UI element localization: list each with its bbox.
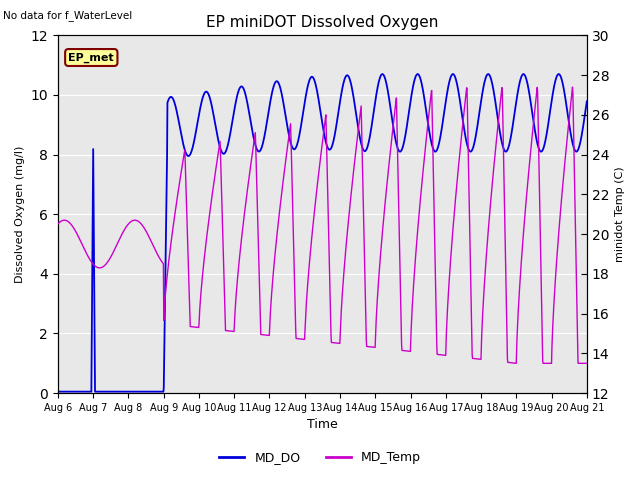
X-axis label: Time: Time	[307, 419, 338, 432]
Legend: MD_DO, MD_Temp: MD_DO, MD_Temp	[214, 446, 426, 469]
Y-axis label: minidot Temp (C): minidot Temp (C)	[615, 167, 625, 262]
Text: No data for f_WaterLevel: No data for f_WaterLevel	[3, 10, 132, 21]
Title: EP miniDOT Dissolved Oxygen: EP miniDOT Dissolved Oxygen	[206, 15, 438, 30]
Text: EP_met: EP_met	[68, 52, 114, 63]
Y-axis label: Dissolved Oxygen (mg/l): Dissolved Oxygen (mg/l)	[15, 145, 25, 283]
